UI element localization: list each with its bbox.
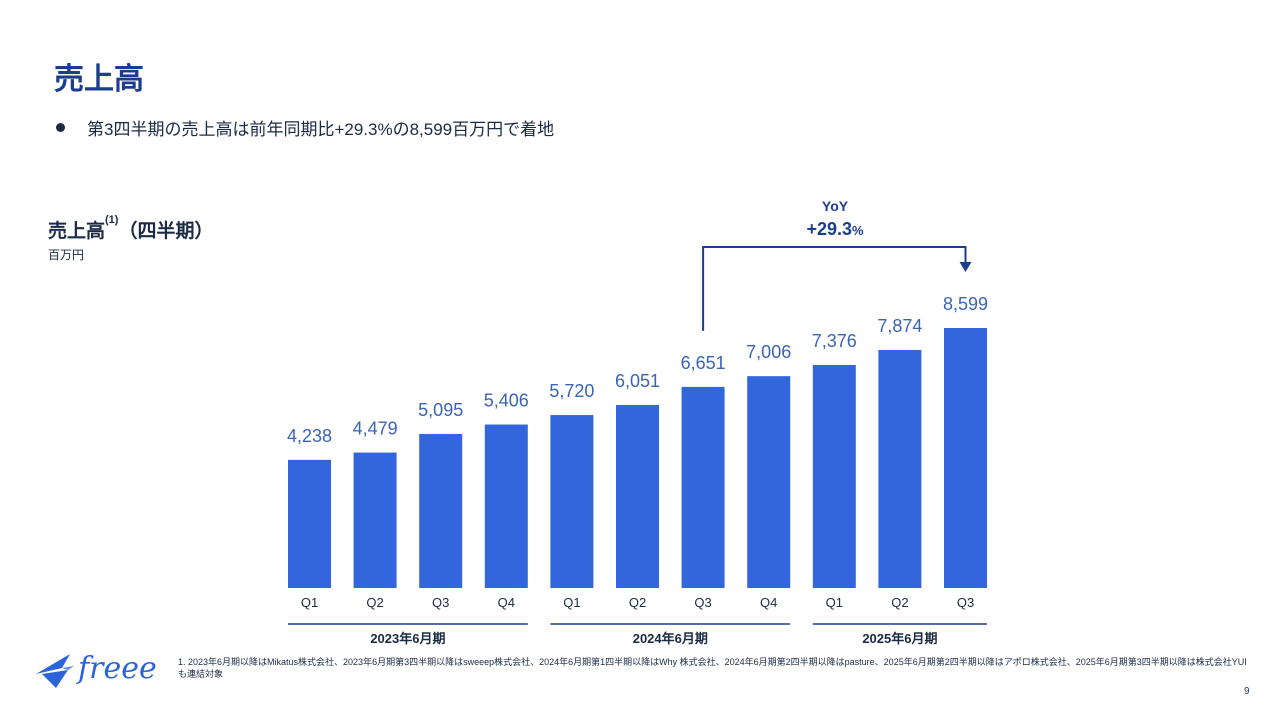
- page-number: 9: [1244, 686, 1250, 697]
- fiscal-year-label: 2023年6月期: [370, 631, 445, 646]
- bar-value-label: 7,006: [746, 342, 791, 362]
- chart-unit: 百万円: [48, 248, 85, 262]
- x-tick-label: Q2: [891, 595, 908, 610]
- x-tick-label: Q1: [301, 595, 318, 610]
- bar-value-label: 7,874: [877, 316, 922, 336]
- x-tick-label: Q1: [826, 595, 843, 610]
- bird-icon: [36, 654, 74, 688]
- bar: [484, 424, 528, 588]
- bar-value-label: 5,406: [484, 391, 529, 411]
- bar: [353, 452, 397, 588]
- x-tick-label: Q3: [694, 595, 711, 610]
- bar-value-label: 7,376: [812, 331, 857, 351]
- yoy-number: +29.3: [806, 219, 852, 239]
- bar-value-label: 6,651: [681, 353, 726, 373]
- fiscal-year-label: 2025年6月期: [862, 631, 937, 646]
- bar-value-label: 6,051: [615, 371, 660, 391]
- summary-text: 第3四半期の売上高は前年同期比+29.3%の8,599百万円で着地: [87, 120, 555, 139]
- bar: [944, 328, 987, 588]
- x-tick-label: Q3: [432, 595, 449, 610]
- page-title: 売上高: [54, 63, 144, 96]
- bar: [878, 349, 922, 588]
- bar: [812, 364, 856, 588]
- bar: [550, 415, 594, 588]
- x-tick-label: Q1: [563, 595, 580, 610]
- bar: [681, 386, 725, 588]
- yoy-value: +29.3%: [790, 219, 880, 240]
- bar: [288, 459, 331, 588]
- bar-value-label: 8,599: [943, 294, 988, 314]
- bar: [747, 376, 791, 588]
- x-tick-label: Q4: [498, 595, 515, 610]
- bullet-dot-icon: [56, 123, 65, 132]
- bar-value-label: 4,238: [287, 426, 332, 446]
- yoy-label: YoY: [821, 198, 849, 214]
- chart-title-text: 売上高: [48, 221, 106, 242]
- x-tick-label: Q2: [629, 595, 646, 610]
- chart-title-suffix: （四半期）: [118, 221, 214, 242]
- bar-value-label: 5,095: [418, 400, 463, 420]
- freee-logo: freee: [36, 651, 157, 688]
- x-tick-label: Q3: [957, 595, 974, 610]
- chart-title-footnote-mark: (1): [105, 214, 119, 226]
- bar: [616, 405, 659, 588]
- x-tick-label: Q4: [760, 595, 777, 610]
- footnote: 1. 2023年6月期以降はMikatus株式会社、2023年6月期第3四半期以…: [178, 657, 1247, 679]
- summary-bullet: 第3四半期の売上高は前年同期比+29.3%の8,599百万円で着地: [56, 115, 554, 140]
- chart-title: 売上高(1)（四半期）: [48, 214, 214, 243]
- bar-value-label: 5,720: [549, 381, 594, 401]
- bar: [419, 433, 463, 588]
- yoy-bracket: [702, 246, 967, 331]
- yoy-arrow-head-icon: [959, 262, 972, 272]
- fiscal-year-label: 2024年6月期: [633, 631, 708, 646]
- bar-value-label: 4,479: [353, 419, 398, 439]
- logo-text: freee: [76, 651, 157, 686]
- x-tick-label: Q2: [366, 595, 383, 610]
- yoy-unit: %: [851, 223, 864, 238]
